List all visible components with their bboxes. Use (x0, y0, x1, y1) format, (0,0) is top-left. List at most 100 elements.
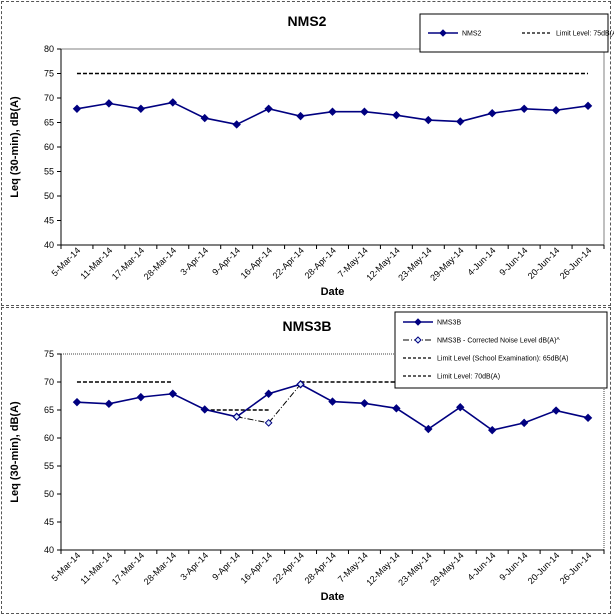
chart-0-xtick-label: 16-Apr-14 (239, 245, 274, 280)
chart-nms3b-svg: NMS3B 40 45 50 55 60 65 70 75 5-Mar-1411-Mar-1417… (9, 311, 608, 603)
chart-0-legend-label: Limit Level: 75dB(A) (556, 31, 614, 38)
chart-1-xtick-label: 28-Mar-14 (142, 550, 178, 586)
chart-1-legend-label: Limit Level: 70dB(A) (437, 374, 500, 381)
chart-1-xtick-label: 29-May-14 (428, 550, 465, 587)
chart-0-series-0-point (360, 107, 369, 116)
chart-0-legend-swatch-marker (439, 29, 447, 37)
chart-0-series-0-point (456, 117, 465, 126)
chart-1-ytick-label: 70 (44, 377, 54, 387)
chart-0-xtick-label: 3-Apr-14 (178, 245, 210, 277)
chart-0-series-0-point (200, 113, 209, 123)
chart-1-series-0-point (519, 418, 529, 428)
chart-1-legend-box (394, 311, 608, 389)
chart-0-series-0-point (551, 106, 561, 115)
chart-1-xtick-label: 5-Mar-14 (49, 550, 82, 583)
chart-0-series-0-point (519, 104, 529, 113)
chart-0-ytick-label: 40 (44, 240, 54, 250)
chart-0-xtick-label: 5-Mar-14 (49, 245, 82, 278)
chart-1-xtick-label: 3-Apr-14 (178, 550, 210, 582)
chart-0-series-0-point (104, 99, 114, 108)
chart-1-ytick-label: 50 (44, 489, 54, 499)
chart-1-xtick-label: 23-May-14 (396, 550, 433, 587)
chart-0-ytick-label: 60 (44, 142, 54, 152)
chart-0-ytick-label: 50 (44, 191, 54, 201)
chart-0-legend-label: NMS2 (462, 31, 482, 38)
chart-0-xtick-label: 9-Apr-14 (210, 245, 242, 277)
chart-1-xtick-label: 9-Jun-14 (497, 550, 529, 582)
chart-1-x-axis-title: Date (321, 591, 345, 603)
chart-1-legend-swatch-marker (414, 336, 422, 344)
chart-1-series-0-point (168, 389, 178, 398)
chart-0-series-0-point (487, 108, 497, 118)
chart-1-series-0-point (136, 392, 146, 402)
chart-1-xtick-label: 9-Apr-14 (210, 550, 242, 582)
chart-1-xtick-label: 20-Jun-14 (526, 550, 562, 586)
chart-1-series-0-point (424, 424, 433, 434)
chart-1-xtick-label: 11-Mar-14 (78, 550, 114, 586)
chart-1-ytick-label: 75 (44, 349, 54, 359)
chart-0-series-0-point (136, 104, 146, 113)
chart-1-ytick-label: 65 (44, 405, 54, 415)
chart-1-legend-swatch-marker (414, 318, 422, 326)
chart-1-title: NMS3B (282, 318, 331, 334)
chart-0-xtick-label: 11-Mar-14 (78, 245, 114, 281)
chart-0-xtick-label: 20-Jun-14 (526, 245, 562, 281)
chart-1-xtick-label: 26-Jun-14 (558, 550, 594, 586)
chart-panel-nms3b: NMS3B 40 45 50 55 60 65 70 75 5-Mar-14 11-Mar-14 17… (1, 307, 611, 614)
chart-1-series-0-point (360, 399, 369, 408)
chart-1-series-0-point (328, 397, 337, 406)
chart-1-ytick-label: 45 (44, 517, 54, 527)
chart-0-xtick-label: 4-Jun-14 (465, 245, 497, 277)
chart-panel-nms2: NMS2 40 45 50 55 60 65 70 75 80 5-Mar-14 11-Mar-14 1… (1, 1, 614, 306)
chart-1-legend-label: NMS3B (437, 320, 461, 327)
chart-0-xtick-label: 26-Jun-14 (558, 245, 594, 281)
chart-1-series-0-point (392, 404, 401, 413)
chart-1-xtick-label: 28-Apr-14 (303, 550, 338, 585)
chart-0-x-axis-title: Date (321, 286, 345, 298)
chart-1-ytick-label: 55 (44, 461, 54, 471)
chart-0-xtick-label: 9-Jun-14 (497, 245, 529, 277)
chart-0-ytick-label: 70 (44, 93, 54, 103)
chart-0-xtick-label: 28-Mar-14 (142, 245, 178, 281)
chart-1-series-0-point (104, 399, 114, 409)
chart-1-xtick-label: 4-Jun-14 (465, 550, 497, 582)
chart-1-series-0-point (456, 402, 465, 412)
chart-1-series-0-point (583, 413, 593, 423)
chart-0-xtick-label: 29-May-14 (428, 245, 465, 282)
chart-nms2-svg: NMS24045505560657075805-Mar-1411-Mar-141… (9, 13, 614, 298)
chart-0-title: NMS2 (288, 13, 327, 29)
chart-0-series-0-point (264, 104, 273, 113)
chart-1-series-1-point (296, 380, 305, 389)
chart-0-xtick-label: 28-Apr-14 (303, 245, 338, 280)
chart-1-series-0-point (264, 389, 273, 398)
chart-1-ytick-label: 60 (44, 433, 54, 443)
chart-1-series-0-line (76, 383, 589, 432)
chart-0-ytick-label: 80 (44, 44, 54, 54)
chart-1-series-1-point (264, 418, 273, 427)
chart-0-ytick-label: 75 (44, 69, 54, 79)
chart-1-series-0-point (551, 406, 561, 415)
chart-0-series-0-point (296, 111, 305, 121)
chart-0-series-0-point (232, 120, 241, 129)
chart-0-legend-box (419, 13, 609, 53)
chart-0-series-0-point (583, 101, 593, 111)
chart-1-xtick-label: 22-Apr-14 (271, 550, 306, 585)
chart-1-series-1-point (232, 412, 241, 421)
chart-1-legend-label: Limit Level (School Examination): 65dB(A… (437, 356, 569, 363)
chart-1-xtick-label: 16-Apr-14 (239, 550, 274, 585)
chart-0-xtick-label: 23-May-14 (396, 245, 433, 282)
chart-0-xtick-label: 17-Mar-14 (110, 245, 146, 281)
chart-0-series-0-point (392, 110, 401, 120)
chart-1-series-0-point (487, 425, 497, 435)
chart-1-xtick-label: 12-May-14 (364, 550, 401, 587)
chart-1-series-0-point (72, 397, 82, 407)
chart-0-series-0-point (168, 98, 178, 107)
chart-0-series-0-point (328, 107, 337, 116)
chart-0-ytick-label: 65 (44, 118, 54, 128)
chart-0-plot-area (60, 48, 605, 246)
chart-1-legend-label: NMS3B - Corrected Noise Level dB(A)^ (437, 338, 560, 345)
chart-0-series-0-point (424, 115, 433, 125)
chart-0-y-axis-title: Leq (30-min), dB(A) (9, 96, 21, 198)
chart-0-xtick-label: 22-Apr-14 (271, 245, 306, 280)
chart-1-series-0-point (200, 405, 209, 414)
